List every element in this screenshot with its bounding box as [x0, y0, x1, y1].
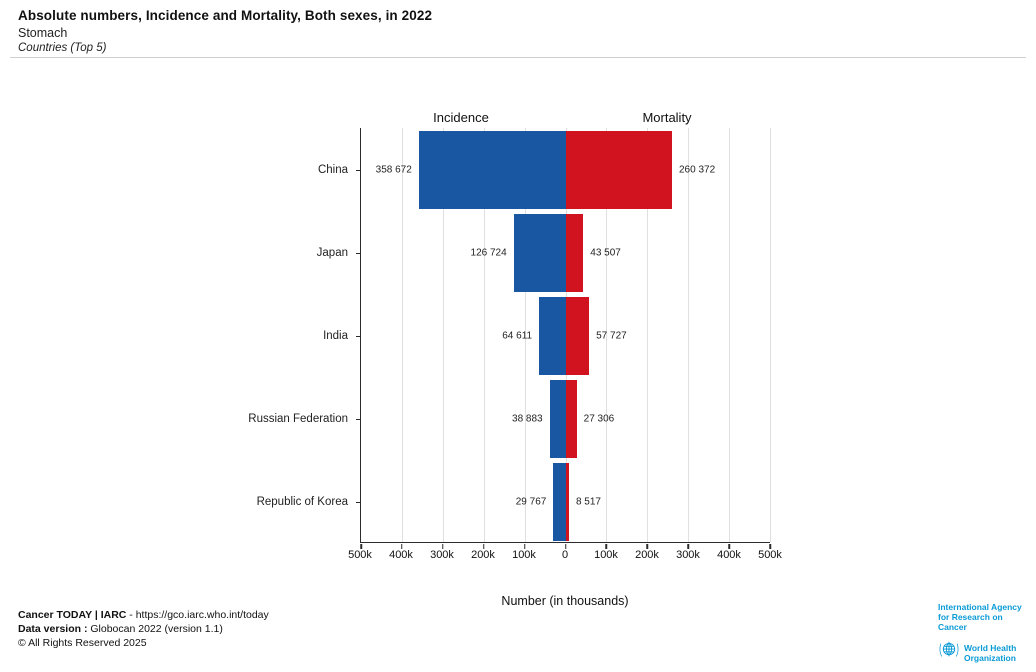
mortality-bar[interactable]: [565, 296, 590, 375]
gridline: [729, 128, 731, 542]
x-tick-label: 300k: [676, 549, 700, 561]
footer-copyright-line: © All Rights Reserved 2025: [18, 637, 147, 649]
header-divider: [10, 57, 1026, 58]
x-tick-mark: [769, 543, 771, 549]
x-tick-label: 0: [561, 549, 569, 561]
mortality-value-label: 260 372: [678, 164, 716, 175]
category-label: Republic of Korea: [256, 495, 348, 508]
incidence-value-label: 126 724: [470, 247, 507, 258]
incidence-value-label: 29 767: [515, 496, 547, 507]
mortality-value-label: 43 507: [590, 247, 621, 258]
x-axis-ticks: 500k 400k 300k 200k 100k 0 100k 200k 300k 400k 500…: [348, 549, 782, 563]
y-tick-mark: [356, 252, 361, 254]
x-tick-label: 400k: [717, 549, 741, 561]
country-row: Republic of Korea 29 767 8 517: [257, 460, 770, 543]
category-label: China: [317, 163, 348, 176]
x-tick-mark: [523, 543, 526, 549]
cancer-site-label: Stomach: [18, 26, 68, 40]
incidence-bar[interactable]: [513, 213, 566, 292]
incidence-bar[interactable]: [549, 379, 566, 458]
y-tick-mark: [356, 418, 361, 420]
incidence-bar[interactable]: [553, 462, 566, 541]
incidence-value-label: 38 883: [512, 413, 543, 424]
who-emblem-icon: [938, 639, 960, 666]
gridline: [442, 128, 444, 542]
x-tick-mark: [360, 543, 362, 549]
page-title: Absolute numbers, Incidence and Mortalit…: [18, 8, 433, 23]
scope-label: Countries (Top 5): [18, 42, 107, 54]
attribution-footer: Cancer TODAY | IARC - https://gco.iarc.w…: [18, 608, 269, 650]
x-tick-label: 500k: [758, 549, 782, 561]
x-tick-label: 100k: [512, 549, 536, 561]
who-logo-text: World Health Organization: [964, 642, 1017, 663]
category-label: India: [323, 329, 348, 342]
x-tick-mark: [646, 543, 649, 549]
gridline: [483, 128, 485, 542]
mortality-value-label: 27 306: [583, 413, 615, 424]
x-tick-mark: [442, 543, 444, 549]
country-row: Russian Federation 38 883 27 306: [248, 377, 770, 460]
iarc-logo-text: International Agency for Research on Can…: [938, 602, 1022, 632]
mortality-bar[interactable]: [565, 379, 577, 458]
mortality-bar[interactable]: [565, 462, 569, 541]
gridline: [524, 128, 526, 542]
footer-source-line: Cancer TODAY | IARC - https://gco.iarc.w…: [18, 609, 269, 621]
incidence-series-header: Incidence: [433, 110, 489, 125]
x-tick-mark: [605, 543, 608, 549]
incidence-value-label: 358 672: [375, 164, 412, 175]
gridline: [647, 128, 649, 542]
mortality-value-label: 8 517: [575, 496, 601, 507]
who-logo: World Health Organization: [938, 639, 1030, 666]
gridline: [688, 128, 690, 542]
footer-version-line: Data version : Globocan 2022 (version 1.…: [18, 623, 223, 635]
gridline: [770, 128, 771, 542]
incidence-value-label: 64 611: [502, 330, 533, 341]
x-tick-label: 400k: [389, 549, 413, 561]
category-label: Japan: [316, 246, 348, 259]
x-tick-label: 200k: [635, 549, 659, 561]
y-tick-mark: [356, 335, 361, 337]
country-row: India 64 611 57 727: [323, 294, 770, 377]
chart-header: Absolute numbers, Incidence and Mortalit…: [18, 8, 432, 54]
incidence-bar[interactable]: [418, 130, 566, 209]
x-tick-mark: [482, 543, 485, 549]
incidence-bar[interactable]: [539, 296, 566, 375]
x-tick-mark: [687, 543, 689, 549]
mortality-value-label: 57 727: [596, 330, 627, 341]
country-row: Japan 126 724 43 507: [317, 211, 770, 294]
x-axis-label: Number (in thousands): [501, 594, 629, 608]
gridline: [606, 128, 608, 542]
x-tick-label: 500k: [348, 549, 372, 561]
iarc-who-logos: International Agency for Research on Can…: [938, 602, 1030, 666]
gridline: [401, 128, 403, 542]
x-tick-label: 300k: [430, 549, 454, 561]
x-tick-mark: [728, 543, 730, 549]
category-label: Russian Federation: [248, 412, 348, 425]
x-tick-label: 200k: [471, 549, 495, 561]
y-tick-mark: [356, 169, 361, 171]
country-row: China 358 672 260 372: [318, 128, 770, 211]
plot-area: China 358 672 260 372 Japan 126 724 43 507 Ind…: [248, 128, 771, 549]
x-tick-mark: [401, 543, 403, 549]
y-tick-mark: [356, 501, 361, 503]
mortality-series-header: Mortality: [642, 110, 692, 125]
x-tick-mark: [564, 543, 567, 549]
mortality-bar[interactable]: [565, 130, 672, 209]
mortality-bar[interactable]: [565, 213, 584, 292]
x-tick-label: 100k: [594, 549, 618, 561]
